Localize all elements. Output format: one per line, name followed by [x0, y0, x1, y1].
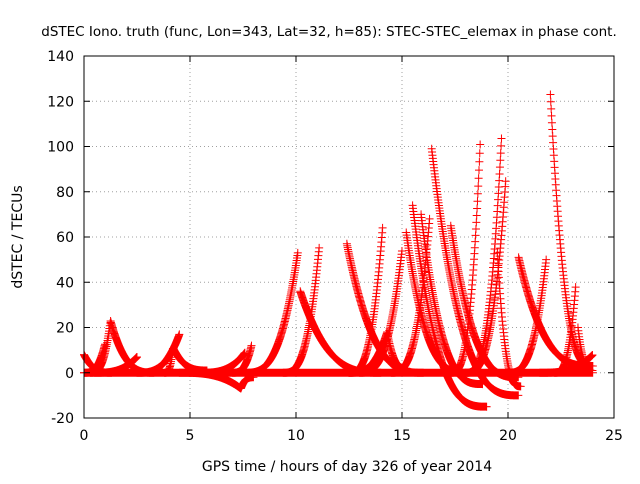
x-axis-label: GPS time / hours of day 326 of year 2014: [202, 459, 492, 475]
y-tick-label: 100: [47, 140, 74, 156]
y-axis-label: dSTEC / TECUs: [10, 185, 26, 288]
data-arc: [80, 368, 597, 377]
y-tick-label: 60: [56, 230, 74, 246]
axis-ticks: 0 5 10 15 20 25 -20 0 20 40 60 80 100 120 140: [47, 49, 623, 444]
x-tick-label: 0: [80, 428, 89, 444]
y-tick-label: 0: [65, 366, 74, 382]
x-tick-label: 15: [393, 428, 411, 444]
y-tick-label: 120: [47, 94, 74, 110]
x-tick-label: 5: [186, 428, 195, 444]
chart-title: dSTEC Iono. truth (func, Lon=343, Lat=32…: [41, 24, 616, 40]
y-tick-label: 40: [56, 275, 74, 291]
x-tick-label: 25: [605, 428, 623, 444]
x-tick-label: 20: [499, 428, 517, 444]
y-tick-label: 80: [56, 185, 74, 201]
data-series: [80, 90, 597, 411]
y-tick-label: -20: [51, 411, 74, 427]
y-tick-label: 20: [56, 321, 74, 337]
y-tick-label: 140: [47, 49, 74, 65]
x-tick-label: 10: [287, 428, 305, 444]
